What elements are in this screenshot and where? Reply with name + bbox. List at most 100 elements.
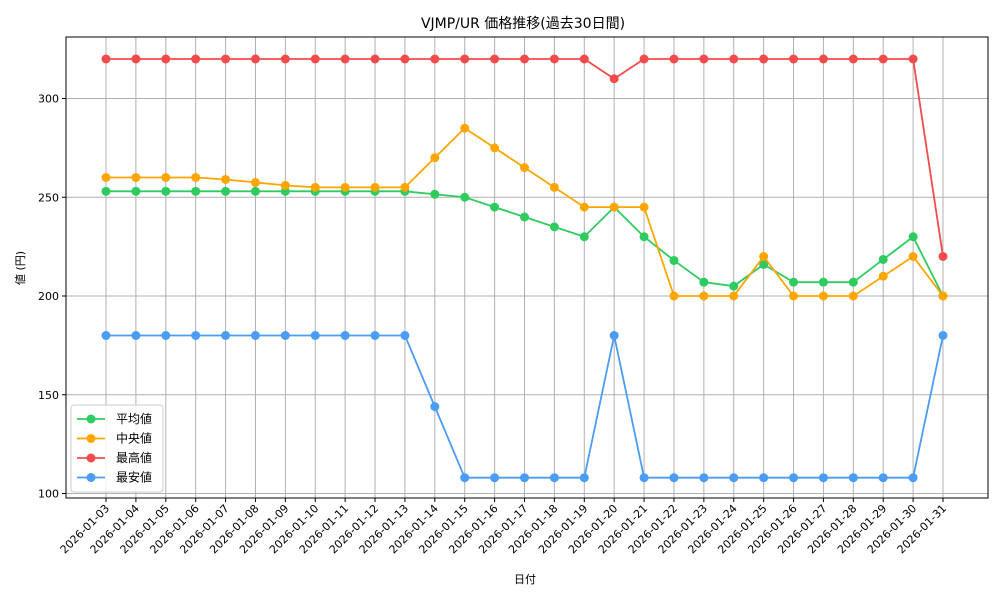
y-tick-label: 150 bbox=[38, 389, 59, 402]
data-point bbox=[161, 173, 171, 182]
data-point bbox=[878, 271, 888, 281]
data-point bbox=[669, 473, 679, 483]
x-axis-ticks: 2026-01-032026-01-042026-01-052026-01-06… bbox=[58, 498, 949, 556]
x-axis-label: 日付 bbox=[514, 573, 536, 586]
data-point bbox=[460, 473, 470, 483]
data-point bbox=[789, 54, 799, 64]
data-point bbox=[729, 281, 739, 291]
data-point bbox=[759, 252, 769, 261]
data-point bbox=[549, 54, 559, 64]
data-point bbox=[221, 331, 231, 340]
data-point bbox=[191, 186, 201, 196]
data-point bbox=[938, 291, 948, 301]
data-point bbox=[520, 212, 529, 222]
data-point bbox=[669, 255, 679, 265]
data-point bbox=[908, 232, 918, 242]
data-point bbox=[938, 331, 948, 340]
series-3 bbox=[101, 331, 948, 483]
y-tick-label: 200 bbox=[38, 290, 59, 303]
data-point bbox=[789, 291, 799, 301]
data-point bbox=[639, 54, 649, 64]
data-point bbox=[699, 291, 709, 301]
data-point bbox=[699, 54, 709, 64]
series-1 bbox=[101, 123, 948, 301]
data-point bbox=[848, 54, 858, 64]
data-point bbox=[191, 173, 201, 182]
series-2 bbox=[101, 54, 948, 261]
data-point bbox=[430, 54, 440, 64]
plot-frame bbox=[65, 36, 989, 499]
data-point bbox=[699, 473, 709, 483]
data-point bbox=[938, 252, 948, 261]
data-point bbox=[191, 54, 201, 64]
data-point bbox=[400, 54, 410, 64]
data-point bbox=[340, 182, 350, 192]
y-tick-label: 300 bbox=[38, 93, 59, 106]
data-point bbox=[908, 252, 918, 261]
data-point bbox=[490, 143, 500, 153]
data-point bbox=[370, 331, 380, 340]
data-point bbox=[818, 473, 828, 483]
data-point bbox=[280, 331, 290, 340]
data-point bbox=[520, 163, 529, 173]
legend-box bbox=[70, 404, 164, 493]
legend-marker bbox=[86, 414, 96, 424]
data-point bbox=[549, 473, 559, 483]
data-point bbox=[310, 182, 320, 192]
data-point bbox=[639, 202, 649, 212]
data-point bbox=[161, 54, 171, 64]
data-point bbox=[191, 331, 201, 340]
legend-marker bbox=[86, 434, 96, 443]
data-point bbox=[579, 202, 589, 212]
data-point bbox=[878, 54, 888, 64]
legend-label: 最高値 bbox=[116, 450, 152, 465]
legend-label: 平均値 bbox=[116, 411, 152, 426]
y-tick-label: 100 bbox=[38, 488, 59, 501]
data-point bbox=[490, 54, 500, 64]
data-point bbox=[669, 291, 679, 301]
data-point bbox=[430, 402, 440, 412]
data-point bbox=[579, 473, 589, 483]
data-point bbox=[250, 186, 260, 196]
data-point bbox=[729, 54, 739, 64]
data-point bbox=[759, 54, 769, 64]
data-point bbox=[729, 473, 739, 483]
data-point bbox=[310, 54, 320, 64]
y-axis-ticks: 100 150 200 250 300 bbox=[38, 93, 66, 501]
data-point bbox=[250, 331, 260, 340]
data-point bbox=[848, 291, 858, 301]
data-point bbox=[221, 54, 231, 64]
data-point bbox=[549, 182, 559, 192]
data-point bbox=[101, 331, 111, 340]
data-point bbox=[759, 259, 769, 269]
data-point bbox=[520, 473, 529, 483]
data-point bbox=[250, 177, 260, 187]
data-point bbox=[789, 277, 799, 287]
data-point bbox=[460, 123, 470, 133]
data-point bbox=[609, 202, 619, 212]
legend-marker bbox=[86, 453, 96, 463]
data-point bbox=[878, 473, 888, 483]
data-point bbox=[609, 331, 619, 340]
data-point bbox=[908, 473, 918, 483]
data-point bbox=[131, 173, 141, 182]
data-point bbox=[908, 54, 918, 64]
data-point bbox=[221, 174, 231, 184]
grid-lines bbox=[66, 37, 988, 498]
data-point bbox=[101, 186, 111, 196]
data-point bbox=[310, 331, 320, 340]
data-point bbox=[639, 232, 649, 242]
legend-label: 中央値 bbox=[116, 431, 152, 446]
data-point bbox=[340, 331, 350, 340]
data-point bbox=[639, 473, 649, 483]
data-point bbox=[609, 74, 619, 84]
data-point bbox=[490, 202, 500, 212]
data-point bbox=[430, 189, 440, 199]
data-point bbox=[549, 222, 559, 232]
data-point bbox=[400, 182, 410, 192]
data-point bbox=[131, 186, 141, 196]
data-point bbox=[818, 277, 828, 287]
data-point bbox=[250, 54, 260, 64]
